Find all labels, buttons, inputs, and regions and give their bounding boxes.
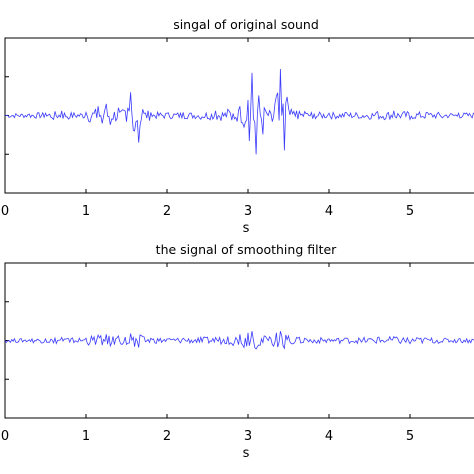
top-chart-xtick-label-0: 0 (1, 204, 9, 219)
top-chart-xtick-label-5: 5 (406, 204, 414, 219)
top-chart-xtick-label-4: 4 (325, 204, 333, 219)
bottom-chart-xtick-label-1: 1 (82, 429, 90, 444)
top-chart-xtick-label-3: 3 (244, 204, 252, 219)
bottom-chart-xtick-label-0: 0 (1, 429, 9, 444)
bottom-chart-xtick-label-3: 3 (244, 429, 252, 444)
top-chart-xtick-label-2: 2 (163, 204, 171, 219)
top-chart-tick-labels: 0 1 2 3 4 5 (1, 204, 414, 219)
bottom-chart-series (4, 331, 474, 350)
bottom-chart-title: the signal of smoothing filter (156, 242, 338, 257)
bottom-chart-xtick-label-2: 2 (163, 429, 171, 444)
bottom-chart-series-line-0 (4, 331, 474, 350)
top-chart-plot: 0 1 2 3 4 5 (1, 37, 474, 219)
top-chart-series-line-0 (5, 68, 474, 155)
top-chart: singal of original sound 0 1 2 3 4 5 s (1, 17, 474, 236)
top-chart-series (5, 68, 474, 155)
bottom-chart: the signal of smoothing filter 0 1 2 3 4 5 s (1, 242, 474, 461)
bottom-chart-tick-labels: 0 1 2 3 4 5 (1, 429, 414, 444)
top-chart-xlabel: s (243, 221, 250, 236)
bottom-chart-ticks (4, 262, 411, 419)
top-chart-title: singal of original sound (173, 17, 319, 32)
bottom-chart-xtick-label-4: 4 (325, 429, 333, 444)
bottom-chart-xtick-label-5: 5 (406, 429, 414, 444)
bottom-chart-plot: 0 1 2 3 4 5 (1, 262, 474, 444)
top-chart-ticks (4, 37, 411, 194)
bottom-chart-xlabel: s (243, 446, 250, 461)
top-chart-xtick-label-1: 1 (82, 204, 90, 219)
